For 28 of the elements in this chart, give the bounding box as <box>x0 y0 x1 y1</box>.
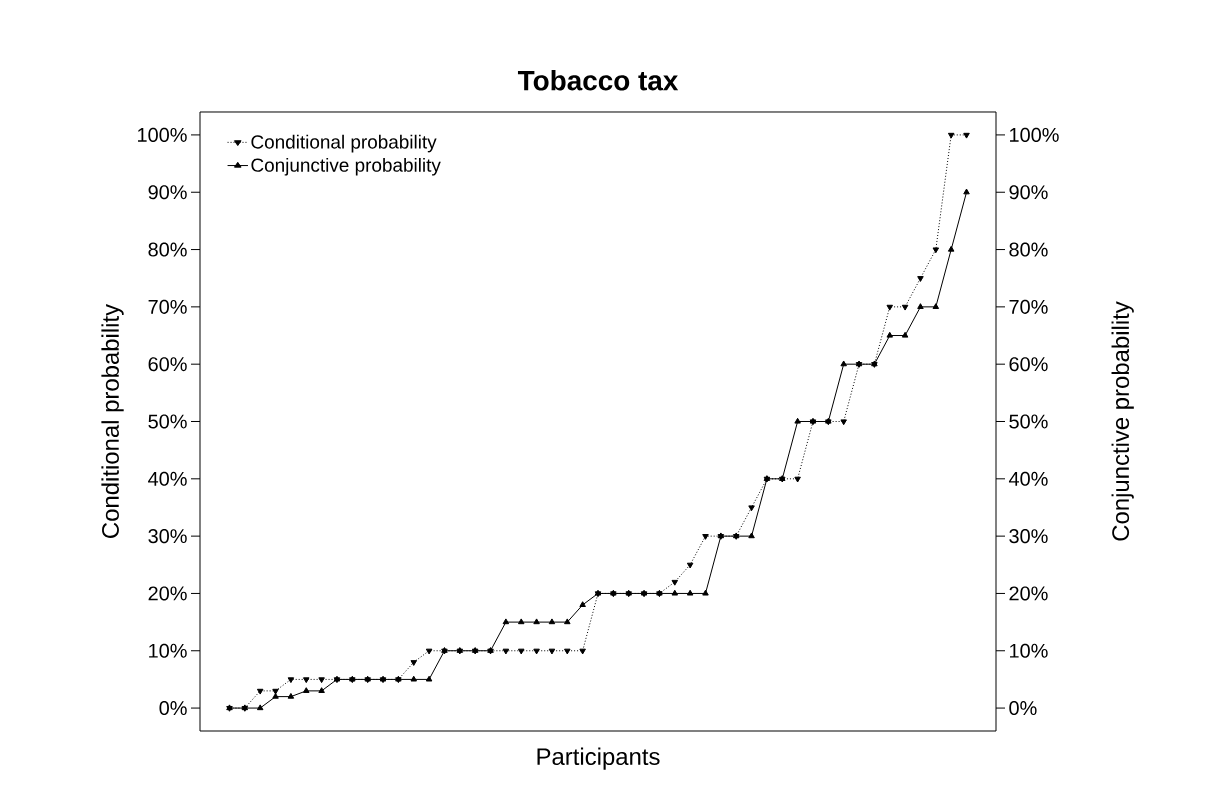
y2-tick-label: 100% <box>1010 127 1059 142</box>
y-tick-label: 50% <box>148 414 187 429</box>
y-tick-label: 60% <box>148 357 187 372</box>
y-tick-label: 100% <box>138 127 187 142</box>
y-tick-label: 30% <box>148 529 187 544</box>
y2-tick-label: 70% <box>1009 299 1048 314</box>
y-tick-label: 0% <box>159 701 187 716</box>
y2-tick-label: 40% <box>1008 471 1048 486</box>
y-tick-label: 80% <box>148 242 187 257</box>
y-tick-label: 10% <box>149 643 187 658</box>
legend-label: Conjunctive probability <box>251 157 441 176</box>
chart-title: Tobacco tax <box>517 70 679 91</box>
y-tick-label: 90% <box>148 185 187 200</box>
y-tick-label: 40% <box>148 471 187 486</box>
y-tick-label: 70% <box>148 299 187 314</box>
y-tick-label: 20% <box>148 586 187 601</box>
y2-axis-title: Conjunctive probability <box>1111 301 1134 541</box>
x-axis-title: Participants <box>537 747 660 770</box>
y2-tick-label: 20% <box>1009 586 1048 601</box>
y2-tick-label: 50% <box>1009 414 1048 429</box>
y-axis-title: Conditional probability <box>101 304 124 538</box>
y2-tick-label: 80% <box>1009 242 1048 257</box>
y2-tick-label: 0% <box>1009 701 1037 716</box>
y2-tick-label: 60% <box>1009 357 1048 372</box>
legend-label: Conditional probability <box>251 134 437 153</box>
y2-tick-label: 90% <box>1009 185 1048 200</box>
y2-tick-label: 10% <box>1010 643 1048 658</box>
y2-tick-label: 30% <box>1009 529 1048 544</box>
